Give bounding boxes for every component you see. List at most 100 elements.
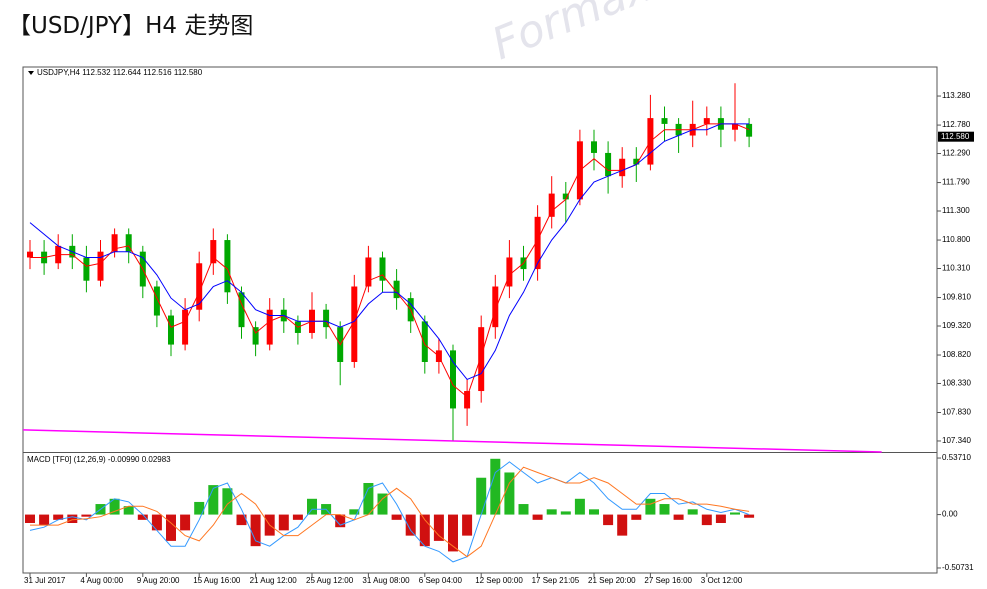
macd-bar	[166, 514, 176, 541]
candle-body	[605, 152, 612, 177]
macd-bar	[603, 514, 614, 526]
page-title: 【USD/JPY】H4 走势图	[8, 13, 253, 39]
y-tick-label: -0.50731	[942, 563, 974, 572]
candle-body	[351, 286, 358, 362]
macd-bar	[631, 514, 642, 520]
price-header: USDJPY,H4 112.532 112.644 112.516 112.58…	[37, 68, 203, 77]
macd-bar	[673, 514, 684, 520]
macd-header: MACD [TF0] (12,26,9) -0.00990 0.02983	[27, 455, 171, 464]
candle-body	[506, 257, 513, 287]
candle-body	[153, 286, 160, 316]
macd-bar	[546, 509, 557, 515]
candle-body	[464, 391, 471, 409]
macd-bar	[687, 509, 698, 515]
trend-line	[22, 429, 882, 453]
candle-body	[633, 158, 640, 165]
macd-bar	[349, 509, 360, 515]
x-tick-label: 21 Sep 20:00	[588, 576, 636, 585]
y-tick-label: 108.330	[942, 379, 971, 388]
macd-bar	[25, 514, 35, 523]
moving-average	[29, 123, 750, 381]
y-tick-label: 109.320	[942, 321, 971, 330]
macd-bar	[504, 472, 515, 515]
candle-body	[182, 309, 189, 345]
x-tick-label: 27 Sep 16:00	[644, 576, 692, 585]
candle-body	[27, 251, 33, 258]
watermark: Formax	[485, 0, 659, 70]
macd-bar	[617, 514, 628, 536]
plot-frame	[22, 66, 938, 574]
y-tick-label: 110.310	[942, 264, 971, 273]
x-tick-label: 9 Aug 20:00	[137, 576, 180, 585]
candle-body	[125, 234, 132, 252]
signal-line	[30, 466, 750, 558]
macd-bar	[81, 514, 92, 517]
x-tick-label: 3 Oct 12:00	[701, 576, 743, 585]
x-tick-label: 31 Jul 2017	[24, 576, 66, 585]
macd-line	[29, 461, 750, 563]
macd-bar	[744, 514, 755, 518]
macd-bar	[151, 514, 162, 531]
candle-body	[732, 123, 738, 130]
macd-bar	[715, 514, 726, 523]
header-arrow	[28, 71, 34, 75]
macd-bar	[518, 504, 529, 515]
macd-bar	[335, 514, 346, 528]
moving-average	[30, 123, 750, 398]
y-tick-label: 112.290	[942, 149, 971, 158]
macd-bar	[730, 512, 740, 515]
candle-body	[238, 292, 245, 328]
macd-bar	[377, 493, 388, 515]
candle-body	[196, 263, 203, 310]
candle-body	[421, 321, 428, 362]
macd-bar	[405, 514, 416, 536]
y-tick-label: 113.280	[942, 91, 971, 100]
macd-bar	[462, 514, 473, 536]
candle-body	[661, 118, 668, 124]
macd-bar	[208, 485, 219, 515]
x-tick-label: 21 Aug 12:00	[250, 576, 298, 585]
x-tick-label: 15 Aug 16:00	[193, 576, 241, 585]
macd-bar	[701, 514, 712, 526]
macd-bar	[194, 501, 205, 515]
x-tick-label: 6 Sep 04:00	[419, 576, 463, 585]
candle-body	[619, 158, 626, 177]
macd-bar	[589, 509, 599, 515]
candle-body	[591, 141, 597, 153]
macd-bar	[645, 498, 656, 515]
macd-bar	[250, 514, 261, 547]
x-tick-label: 17 Sep 21:05	[532, 576, 580, 585]
macd-bar	[109, 498, 120, 515]
macd-bar	[574, 498, 585, 515]
y-tick-label: 108.820	[942, 350, 971, 359]
macd-bar	[137, 514, 148, 520]
macd-bar	[363, 483, 374, 515]
candle-body	[562, 193, 569, 200]
macd-bar	[53, 514, 64, 520]
macd-bar	[419, 514, 430, 547]
y-tick-label: 107.830	[942, 408, 971, 417]
candle-body	[111, 234, 118, 252]
candle-body	[97, 251, 104, 281]
x-tick-label: 4 Aug 00:00	[80, 576, 123, 585]
y-tick-label: 107.340	[942, 436, 971, 445]
macd-bar	[532, 514, 543, 520]
candle-body	[365, 257, 372, 287]
candle-body	[534, 216, 541, 270]
candle-body	[252, 327, 259, 345]
macd-bar	[222, 488, 233, 515]
candle-body	[266, 309, 273, 345]
y-tick-label: 112.780	[942, 120, 971, 129]
candle-body	[492, 286, 499, 328]
x-tick-label: 31 Aug 08:00	[362, 576, 410, 585]
candle-body	[393, 280, 400, 299]
y-tick-label: 0.00	[942, 510, 958, 519]
x-tick-label: 25 Aug 12:00	[306, 576, 354, 585]
macd-bar	[490, 458, 501, 515]
macd-bar	[448, 514, 458, 552]
candle-body	[450, 350, 456, 409]
last-price-box	[938, 131, 974, 142]
macd-bar	[391, 514, 402, 520]
candle-body	[746, 123, 753, 137]
